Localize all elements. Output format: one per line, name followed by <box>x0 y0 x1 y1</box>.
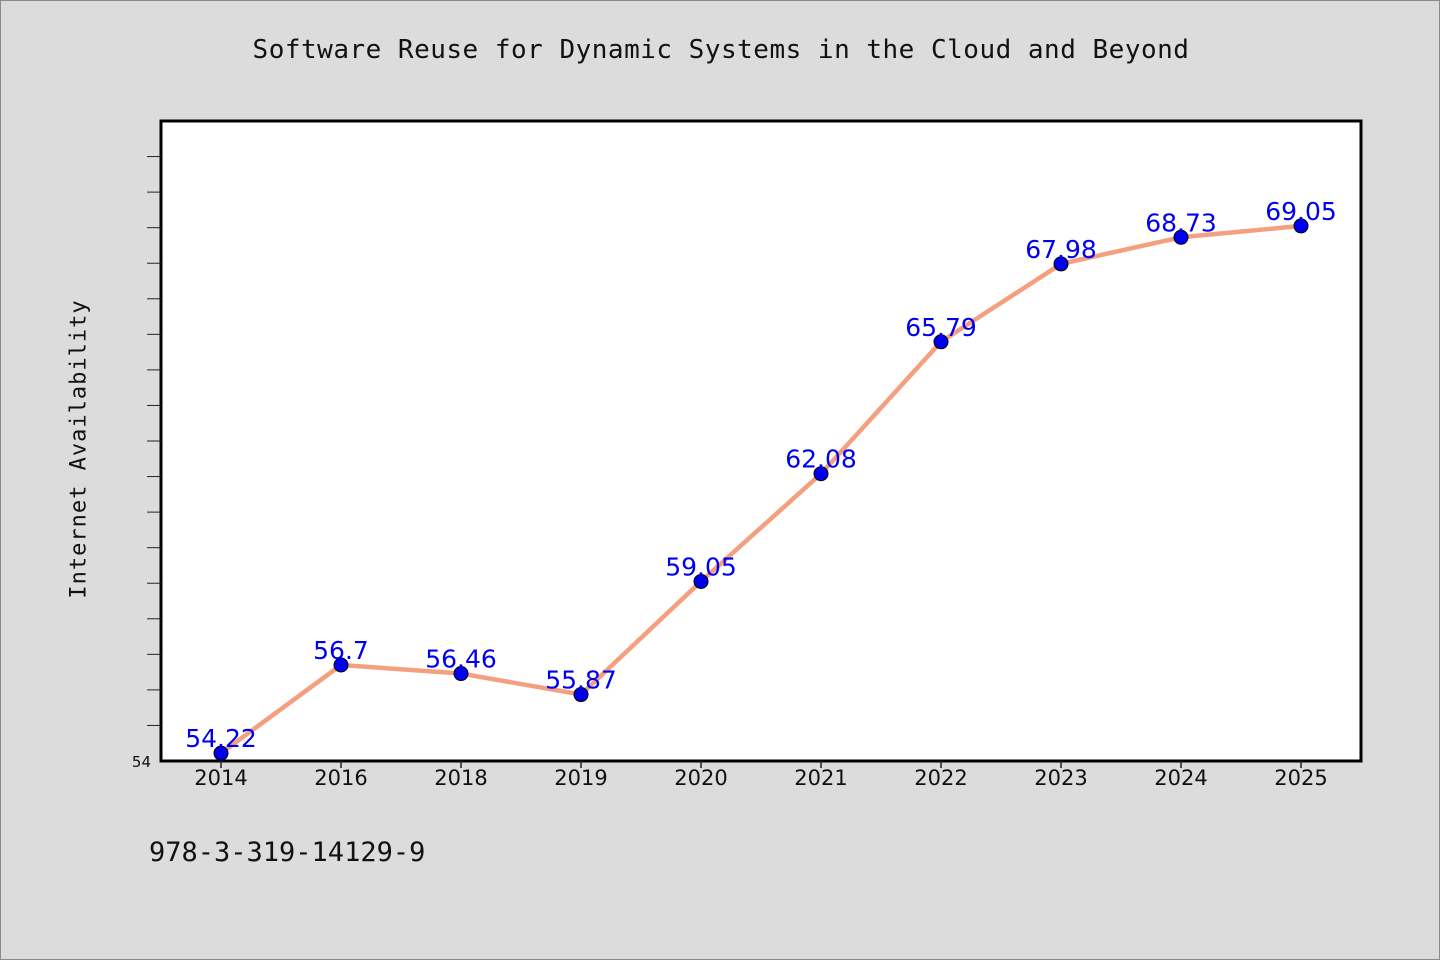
series-line <box>218 223 1304 756</box>
data-point <box>333 657 349 673</box>
data-label: 67.98 <box>1025 235 1097 264</box>
isbn-text: 978-3-319-14129-9 <box>149 837 426 868</box>
data-label: 62.08 <box>785 445 857 474</box>
x-tick-label: 2021 <box>794 766 847 790</box>
data-point <box>1053 256 1069 272</box>
data-point <box>453 666 469 682</box>
data-point <box>1293 218 1309 234</box>
data-point <box>213 745 229 761</box>
data-point <box>693 573 709 589</box>
y-tick-label: 54 <box>132 753 151 771</box>
x-tick-label: 2016 <box>314 766 367 790</box>
data-point <box>933 334 949 350</box>
data-label: 59.05 <box>665 552 737 581</box>
x-tick-label: 2019 <box>554 766 607 790</box>
x-tick-label: 2024 <box>1154 766 1207 790</box>
data-label: 56.7 <box>313 636 369 665</box>
data-label: 54.22 <box>185 724 257 753</box>
data-label: 56.46 <box>425 645 497 674</box>
x-tick-label: 2014 <box>194 766 247 790</box>
data-label: 68.73 <box>1145 208 1217 237</box>
x-tick-label: 2025 <box>1274 766 1327 790</box>
data-point <box>813 466 829 482</box>
data-label: 69.05 <box>1265 197 1337 226</box>
data-label: 55.87 <box>545 666 617 695</box>
plot-area <box>159 119 1363 763</box>
data-point <box>1173 229 1189 245</box>
chart-title: Software Reuse for Dynamic Systems in th… <box>252 35 1190 65</box>
x-tick-label: 2023 <box>1034 766 1087 790</box>
x-tick-label: 2018 <box>434 766 487 790</box>
x-tick-label: 2022 <box>914 766 967 790</box>
data-label: 65.79 <box>905 313 977 342</box>
x-tick-label: 2020 <box>674 766 727 790</box>
data-point <box>573 687 589 703</box>
